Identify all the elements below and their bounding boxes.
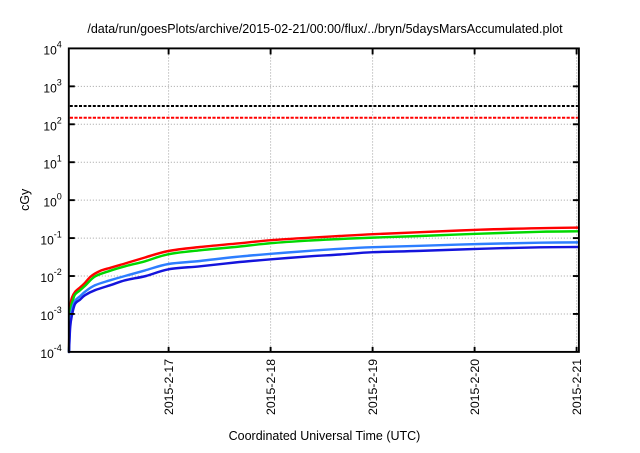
svg-text:2015-2-18: 2015-2-18 [264,359,278,415]
svg-text:/data/run/goesPlots/archive/20: /data/run/goesPlots/archive/2015-02-21/0… [87,22,563,36]
svg-text:2015-2-21: 2015-2-21 [570,359,584,415]
svg-text:2015-2-17: 2015-2-17 [162,359,176,415]
svg-text:2015-2-19: 2015-2-19 [366,359,380,415]
svg-text:cGy: cGy [18,188,32,211]
svg-text:Coordinated Universal Time (UT: Coordinated Universal Time (UTC) [229,429,421,443]
svg-text:2015-2-20: 2015-2-20 [468,359,482,415]
